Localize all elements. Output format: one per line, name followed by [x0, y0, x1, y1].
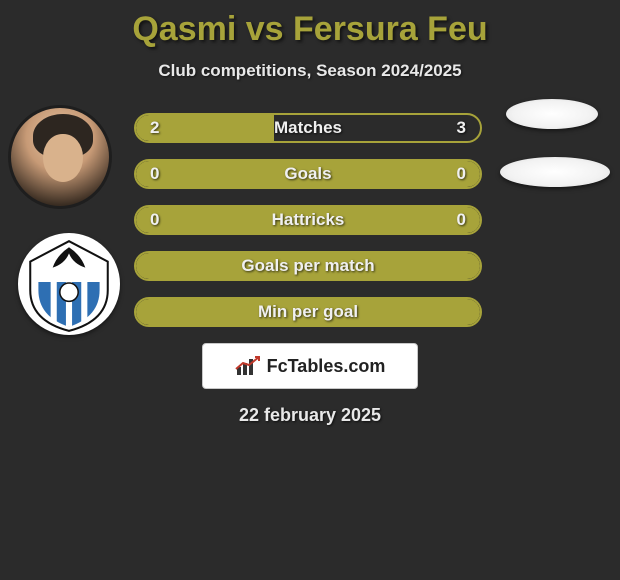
- stat-bar-hattricks: 00Hattricks: [134, 205, 482, 235]
- bar-label: Hattricks: [136, 210, 480, 230]
- club-badge: [18, 233, 120, 335]
- comparison-bars: 23Matches 00Goals 00Hattricks Goals per mat…: [134, 113, 482, 327]
- bar-label: Min per goal: [136, 302, 480, 322]
- page-title: Qasmi vs Fersura Feu: [0, 0, 620, 49]
- bar-label: Goals: [136, 164, 480, 184]
- comparison-date: 22 february 2025: [0, 405, 620, 426]
- page-subtitle: Club competitions, Season 2024/2025: [0, 61, 620, 81]
- club-badge-icon: [18, 233, 120, 335]
- fctables-logo: FcTables.com: [202, 343, 418, 389]
- comparison-content: 23Matches 00Goals 00Hattricks Goals per mat…: [0, 113, 620, 327]
- player-right-avatar-top: [506, 99, 598, 129]
- chart-icon: [235, 355, 261, 377]
- bar-label: Matches: [136, 118, 480, 138]
- stat-bar-goals: 00Goals: [134, 159, 482, 189]
- logo-text: FcTables.com: [267, 356, 386, 377]
- stat-bar-min-per-goal: Min per goal: [134, 297, 482, 327]
- stat-bar-goals-per-match: Goals per match: [134, 251, 482, 281]
- player-left-avatar: [8, 105, 112, 209]
- stat-bar-matches: 23Matches: [134, 113, 482, 143]
- player-right-avatar-bottom: [500, 157, 610, 187]
- bar-label: Goals per match: [136, 256, 480, 276]
